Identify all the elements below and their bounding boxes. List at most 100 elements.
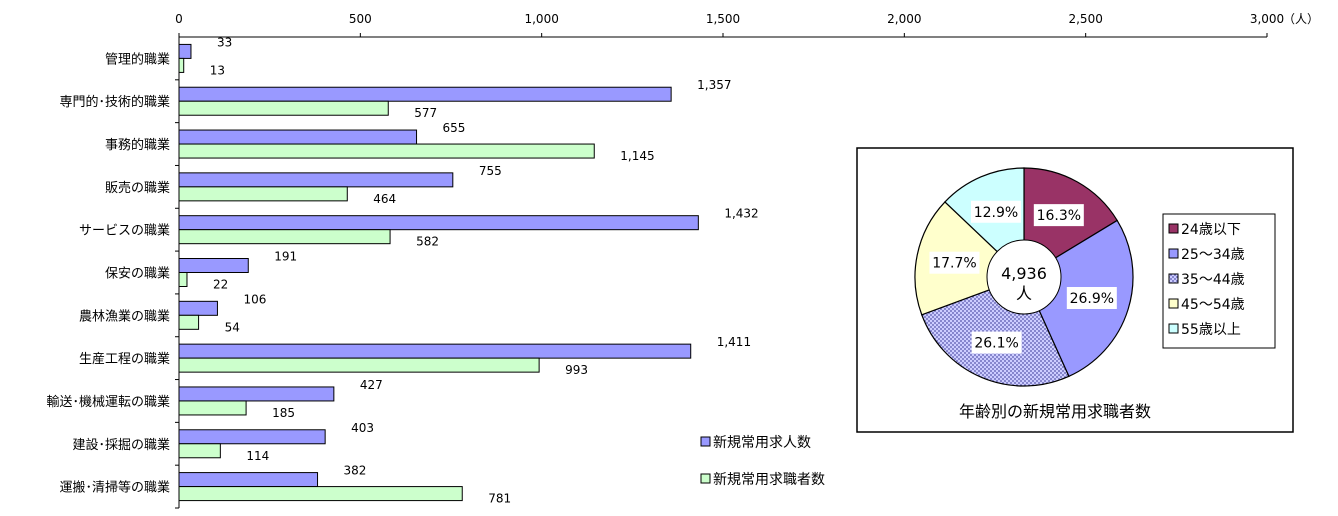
pie-label-background <box>929 251 980 274</box>
legend-swatch-job-openings <box>700 436 711 447</box>
category-label: 販売の職業 <box>105 180 170 196</box>
bar-value-label: 1,411 <box>717 335 751 349</box>
bar-job-seekers <box>178 357 540 373</box>
bar-job-openings <box>178 172 454 188</box>
bar-label-group: 33 13 1,357 577 655 1,145 755 464 1,432 582 191 22 1… <box>210 35 759 505</box>
pie-legend-label: 55歳以上 <box>1181 322 1241 338</box>
bar-job-openings <box>178 429 326 445</box>
category-label: 建設･採掘の職業 <box>72 437 170 453</box>
pie-legend-label: 35～44歳 <box>1181 272 1245 288</box>
bar-value-label: 185 <box>272 406 295 420</box>
center-unit: 人 <box>1016 284 1032 303</box>
bar-job-seekers <box>178 443 221 459</box>
bar-job-openings <box>178 386 335 402</box>
x-tick-label: 1,500 <box>706 12 740 26</box>
bar-job-seekers <box>178 486 463 502</box>
bar-value-label: 655 <box>443 121 466 135</box>
bar-job-seekers <box>178 314 200 330</box>
category-label: 生産工程の職業 <box>79 351 170 367</box>
pie-title: 年齢別の新規常用求職者数 <box>959 402 1151 421</box>
bar-value-label: 33 <box>217 35 232 49</box>
legend-swatch-job-seekers <box>700 473 711 484</box>
pie-legend-swatch <box>1168 298 1179 309</box>
x-tick-label: 2,000 <box>887 12 921 26</box>
x-tick-label: 0 <box>175 12 183 26</box>
pie-legend-label: 25～34歳 <box>1181 247 1245 263</box>
bar-value-label: 114 <box>246 449 269 463</box>
bar-value-label: 382 <box>344 464 367 478</box>
center-total: 4,936 <box>1001 264 1047 283</box>
bar-value-label: 781 <box>488 492 511 506</box>
pie-slice-label: 26.1% <box>974 335 1018 351</box>
bar-value-label: 191 <box>274 250 297 264</box>
pie-legend: 24歳以下 25～34歳 35～44歳 45～54歳 55歳以上 <box>1168 222 1245 338</box>
pie-slice-label: 17.7% <box>932 256 976 272</box>
bar-job-openings <box>178 215 699 231</box>
legend-label-job-openings: 新規常用求人数 <box>713 435 811 451</box>
bar-job-openings <box>178 258 249 273</box>
bar-job-openings <box>178 300 218 316</box>
x-axis-unit: （人） <box>1283 12 1319 26</box>
pie-label-background <box>1033 204 1084 227</box>
bar-value-label: 427 <box>360 378 383 392</box>
x-tick-label: 3,000 <box>1250 12 1284 26</box>
pie-chart-panel: 4,936 人 16.3%26.9%26.1%17.7%12.9% 24歳以下2… <box>856 147 1294 433</box>
x-tick-label: 1,000 <box>524 12 558 26</box>
bar-value-label: 755 <box>479 164 502 178</box>
pie-legend-swatch <box>1168 273 1179 284</box>
bar-job-seekers <box>178 272 188 287</box>
category-label: 運搬･清掃等の職業 <box>59 480 170 496</box>
pie-label-background <box>971 331 1022 354</box>
bar-job-seekers <box>178 57 185 73</box>
bar-value-label: 13 <box>210 63 225 77</box>
category-label: 管理的職業 <box>105 51 170 67</box>
bar-job-openings <box>178 343 692 359</box>
bar-value-label: 464 <box>373 192 396 206</box>
bar-value-label: 1,432 <box>724 207 758 221</box>
bar-job-seekers <box>178 100 389 116</box>
category-label: 保安の職業 <box>105 266 170 282</box>
bar-value-label: 22 <box>213 278 228 292</box>
pie-slice-label: 12.9% <box>974 205 1018 221</box>
bar-job-openings <box>178 43 192 59</box>
x-tick-label: 500 <box>349 12 372 26</box>
category-label: 輸送･機械運転の職業 <box>46 394 170 410</box>
legend-label-job-seekers: 新規常用求職者数 <box>713 472 825 488</box>
pie-legend-frame <box>1162 213 1276 349</box>
x-tick-label: 2,500 <box>1068 12 1102 26</box>
bar-legend: 新規常用求人数 新規常用求職者数 <box>700 435 825 488</box>
category-label-group: 管理的職業専門的･技術的職業事務的職業販売の職業サービスの職業保安の職業農林漁業… <box>46 51 179 509</box>
bar-value-label: 582 <box>416 235 439 249</box>
bar-value-label: 577 <box>414 106 437 120</box>
pie-label-background <box>970 200 1021 223</box>
category-label: 事務的職業 <box>105 137 170 153</box>
bar-job-seekers <box>178 229 391 245</box>
bar-job-openings <box>178 129 418 145</box>
bar-job-seekers <box>178 143 595 159</box>
x-tick-group: 0 500 1,000 1,500 2,000 2,500 3,000 <box>175 12 1284 37</box>
pie-slice-label: 26.9% <box>1070 291 1114 307</box>
bar-value-label: 1,145 <box>620 149 654 163</box>
bar-job-openings <box>178 86 672 102</box>
bar-job-seekers <box>178 400 247 416</box>
bar-value-label: 993 <box>565 363 588 377</box>
pie-legend-swatch <box>1168 223 1179 234</box>
bar-group <box>178 43 699 502</box>
category-label: 農林漁業の職業 <box>79 308 170 324</box>
bar-value-label: 54 <box>225 320 240 334</box>
bar-value-label: 1,357 <box>697 78 731 92</box>
bar-job-seekers <box>178 186 348 202</box>
category-label: 専門的･技術的職業 <box>59 94 170 110</box>
bar-chart: 0 500 1,000 1,500 2,000 2,500 3,000 （人） 管理的職業専… <box>46 12 1319 509</box>
bar-value-label: 403 <box>351 421 374 435</box>
pie-label-background <box>1066 287 1117 310</box>
pie-label-group: 16.3% 26.9% 26.1% 17.7% 12.9% <box>929 200 1117 354</box>
donut-hole <box>986 239 1062 315</box>
bar-job-openings <box>178 472 319 488</box>
bar-value-label: 106 <box>243 292 266 306</box>
pie-legend-label: 45～54歳 <box>1181 297 1245 313</box>
pie-legend-swatch <box>1168 323 1179 334</box>
pie-legend-swatch <box>1168 248 1179 259</box>
pie-slice-label: 16.3% <box>1037 208 1081 224</box>
